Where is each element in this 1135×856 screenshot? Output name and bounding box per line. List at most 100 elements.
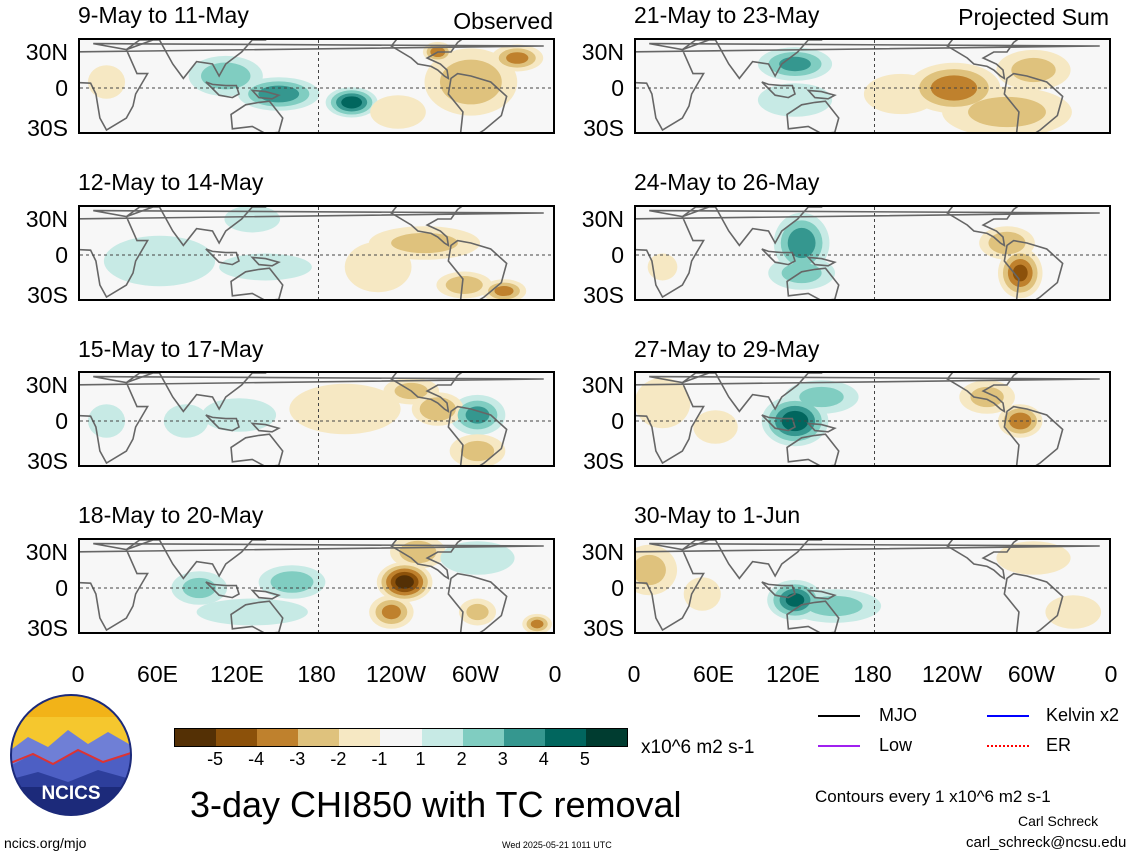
legend-mjo-label: MJO [879,705,917,725]
coastline [125,207,267,247]
author-email[interactable]: carl_schreck@ncsu.edu [966,834,1127,851]
lat-tick-label: 30S [583,282,624,308]
coastline [250,589,281,600]
coastline [761,581,796,599]
lat-tick-label: 0 [55,408,68,434]
anomaly-contour [289,383,401,435]
panel-title: 18-May to 20-May [78,502,264,528]
map-panel [634,205,1111,301]
site-link[interactable]: ncics.org/mjo [4,835,87,851]
lat-tick-label: 30N [25,206,68,232]
anomaly-contour [270,571,314,593]
anomaly-contour [163,404,209,438]
lat-tick-label: 0 [55,75,68,101]
coastline [946,540,1019,580]
coastline [447,72,508,132]
colorbar-swatch [544,729,586,746]
anomaly-contour [636,377,691,429]
lat-tick-label: 30S [27,282,68,308]
coastline [786,267,840,299]
coastline [205,414,240,432]
anomaly-contour [1045,595,1102,629]
coastline [681,540,823,580]
map-panel [78,38,555,134]
lat-tick-label: 30N [581,539,624,565]
colorbar-tick-label: 5 [579,749,590,769]
coastline [1003,239,1064,299]
anomaly-contour [395,575,414,589]
colorbar-tick-label: 3 [497,749,508,769]
contour-note: Contours every 1 x10^6 m2 s-1 [815,787,1051,806]
coastline [447,405,508,465]
coastline [205,581,240,599]
coastline [806,589,837,600]
lon-tick-label: 120W [365,661,427,687]
panel-title: 9-May to 11-May [78,2,249,28]
lat-tick-label: 0 [55,242,68,268]
coastline [447,239,508,299]
coastline [230,267,284,299]
coastline [80,42,544,132]
colorbar-tick-label: -4 [248,749,265,769]
anomaly-contour [440,541,515,575]
coastline [447,572,508,632]
lon-tick-label: 60E [137,661,178,687]
coastline [761,81,796,99]
chi850-field [80,40,553,132]
map-panel [78,205,555,301]
anomaly-contour [87,65,126,99]
coastline [806,89,837,100]
legend-er-line [987,745,1029,747]
coastline [205,81,240,99]
lon-tick-label: 120E [210,661,264,687]
colorbar-swatch [503,729,545,746]
anomaly-contour [683,577,721,611]
colorbar-swatch [298,729,340,746]
colorbar-swatch [175,729,217,746]
lat-tick-label: 30N [25,39,68,65]
colorbar-tick-label: -2 [330,749,347,769]
colorbar-swatch [380,729,422,746]
coastline [1003,572,1064,632]
coastline [390,540,463,580]
coastline [80,542,544,632]
coastline [636,542,1100,632]
anomaly-contour [968,96,1046,128]
map-panel [634,38,1111,134]
colorbar-tick-label: 2 [456,749,467,769]
anomaly-contour [341,96,363,109]
coastline [125,540,267,580]
anomaly-contour [863,73,939,115]
panel-title: 21-May to 23-May [634,2,820,28]
map-panel [634,371,1111,467]
anomaly-contour [201,62,251,90]
lon-tick-label: 0 [627,661,641,687]
lat-tick-label: 30S [583,615,624,641]
coastline [946,373,1019,413]
panel-title: 27-May to 29-May [634,336,820,362]
anomaly-contour [787,227,816,259]
panel-title: 30-May to 1-Jun [634,502,801,528]
lat-tick-label: 30S [27,115,68,141]
lon-tick-label: 120E [766,661,820,687]
coastline [80,375,544,465]
author: Carl Schreck [1018,813,1099,829]
anomaly-contour [466,603,489,621]
colorbar-tick-label: 4 [538,749,549,769]
anomaly-contour [103,235,216,287]
colorbar-swatch [585,729,628,746]
anomaly-contour [988,231,1026,255]
colorbar-swatch [216,729,258,746]
coastline [681,373,823,413]
coastline [786,100,840,132]
lat-tick-label: 30S [27,448,68,474]
chi850-field [80,207,553,299]
coastline [1003,72,1064,132]
legend-er-label: ER [1046,735,1072,755]
anomaly-contour [445,276,483,294]
anomaly-contour [370,95,426,129]
lon-tick-label: 0 [71,661,85,687]
lon-tick-label: 120W [921,661,983,687]
map-panel [78,371,555,467]
lon-tick-label: 0 [1104,661,1118,687]
